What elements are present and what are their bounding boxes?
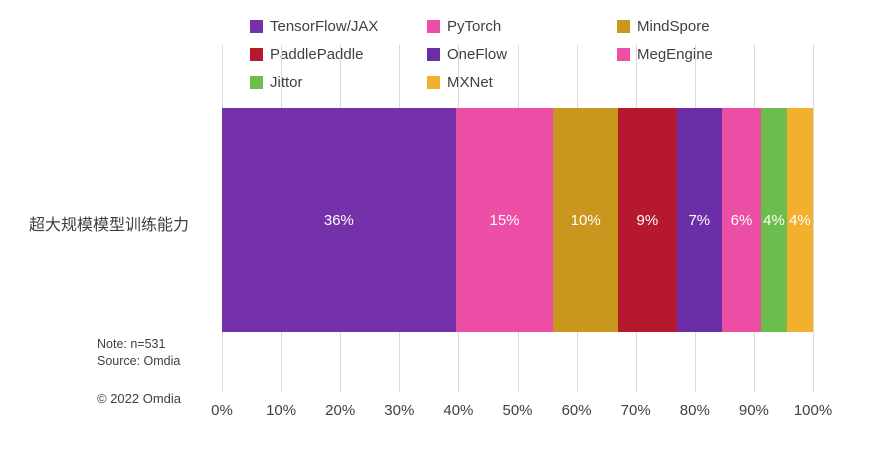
gridline-100% (813, 45, 814, 392)
x-axis-tick-label: 20% (325, 402, 356, 419)
bar-segment-megengine: 6% (722, 108, 761, 332)
bar-segment-paddlepaddle: 9% (618, 108, 677, 332)
bar-segment-jittor: 4% (760, 108, 787, 332)
x-axis-tick-label: 30% (384, 402, 415, 419)
data-label: 15% (489, 211, 520, 229)
category-label: 超大规模模型训练能力 (28, 217, 189, 234)
legend-swatch-icon (250, 47, 263, 61)
legend-swatch-icon (427, 75, 440, 89)
stacked-bar: 36% 15% 10% 9% 7% 6% 4% 4% (222, 108, 813, 332)
x-axis-tick-label: 10% (266, 402, 297, 419)
legend-swatch-icon (617, 19, 630, 33)
legend-label: MegEngine (637, 45, 713, 63)
legend-item-jittor: Jittor (250, 73, 303, 91)
data-label: 6% (730, 211, 753, 229)
x-axis-tick-label: 90% (738, 402, 769, 419)
legend-label: PyTorch (447, 17, 502, 35)
x-axis-tick-label: 60% (561, 402, 592, 419)
legend-label: PaddlePaddle (270, 45, 364, 63)
data-label: 4% (763, 211, 785, 229)
bar-segment-oneflow: 7% (676, 108, 723, 332)
data-label: 36% (323, 211, 354, 229)
copyright-text: © 2022 Omdia (97, 391, 182, 406)
x-axis-tick-label: 80% (679, 402, 710, 419)
legend-label: Jittor (270, 73, 303, 91)
x-axis-tick-label: 100% (793, 402, 833, 419)
x-axis-tick-label: 40% (443, 402, 474, 419)
data-label: 10% (570, 211, 601, 229)
legend-item-paddlepaddle: PaddlePaddle (250, 45, 363, 63)
legend-swatch-icon (427, 47, 440, 61)
legend-label: TensorFlow/JAX (270, 17, 379, 35)
bar-segment-mindspore: 10% (553, 108, 619, 332)
bar-segment-pytorch: 15% (455, 108, 554, 332)
data-label: 9% (636, 211, 659, 229)
legend-label: OneFlow (447, 45, 508, 63)
plot-area: 36% 15% 10% 9% 7% 6% 4% 4% (222, 45, 814, 392)
legend-item-pytorch: PyTorch (427, 17, 501, 35)
x-axis-tick-label: 0% (211, 402, 233, 419)
data-label: 4% (789, 211, 811, 229)
note-text: Note: n=531 (97, 337, 166, 351)
x-axis-tick-label: 70% (620, 402, 651, 419)
legend-swatch-icon (250, 75, 263, 89)
bar-segment-tensorflow-jax: 36% (222, 108, 456, 332)
legend-item-mindspore: MindSpore (617, 17, 710, 35)
x-axis-tick-label: 50% (502, 402, 533, 419)
legend-item-tensorflow-jax: TensorFlow/JAX (250, 17, 378, 35)
legend-swatch-icon (427, 19, 440, 33)
source-text: Source: Omdia (97, 354, 181, 368)
data-label: 7% (688, 211, 711, 229)
legend-swatch-icon (617, 47, 630, 61)
bar-segment-mxnet: 4% (786, 108, 813, 332)
legend-label: MindSpore (637, 17, 710, 35)
legend-swatch-icon (250, 19, 263, 33)
legend-item-megengine: MegEngine (617, 45, 713, 63)
legend-item-oneflow: OneFlow (427, 45, 507, 63)
